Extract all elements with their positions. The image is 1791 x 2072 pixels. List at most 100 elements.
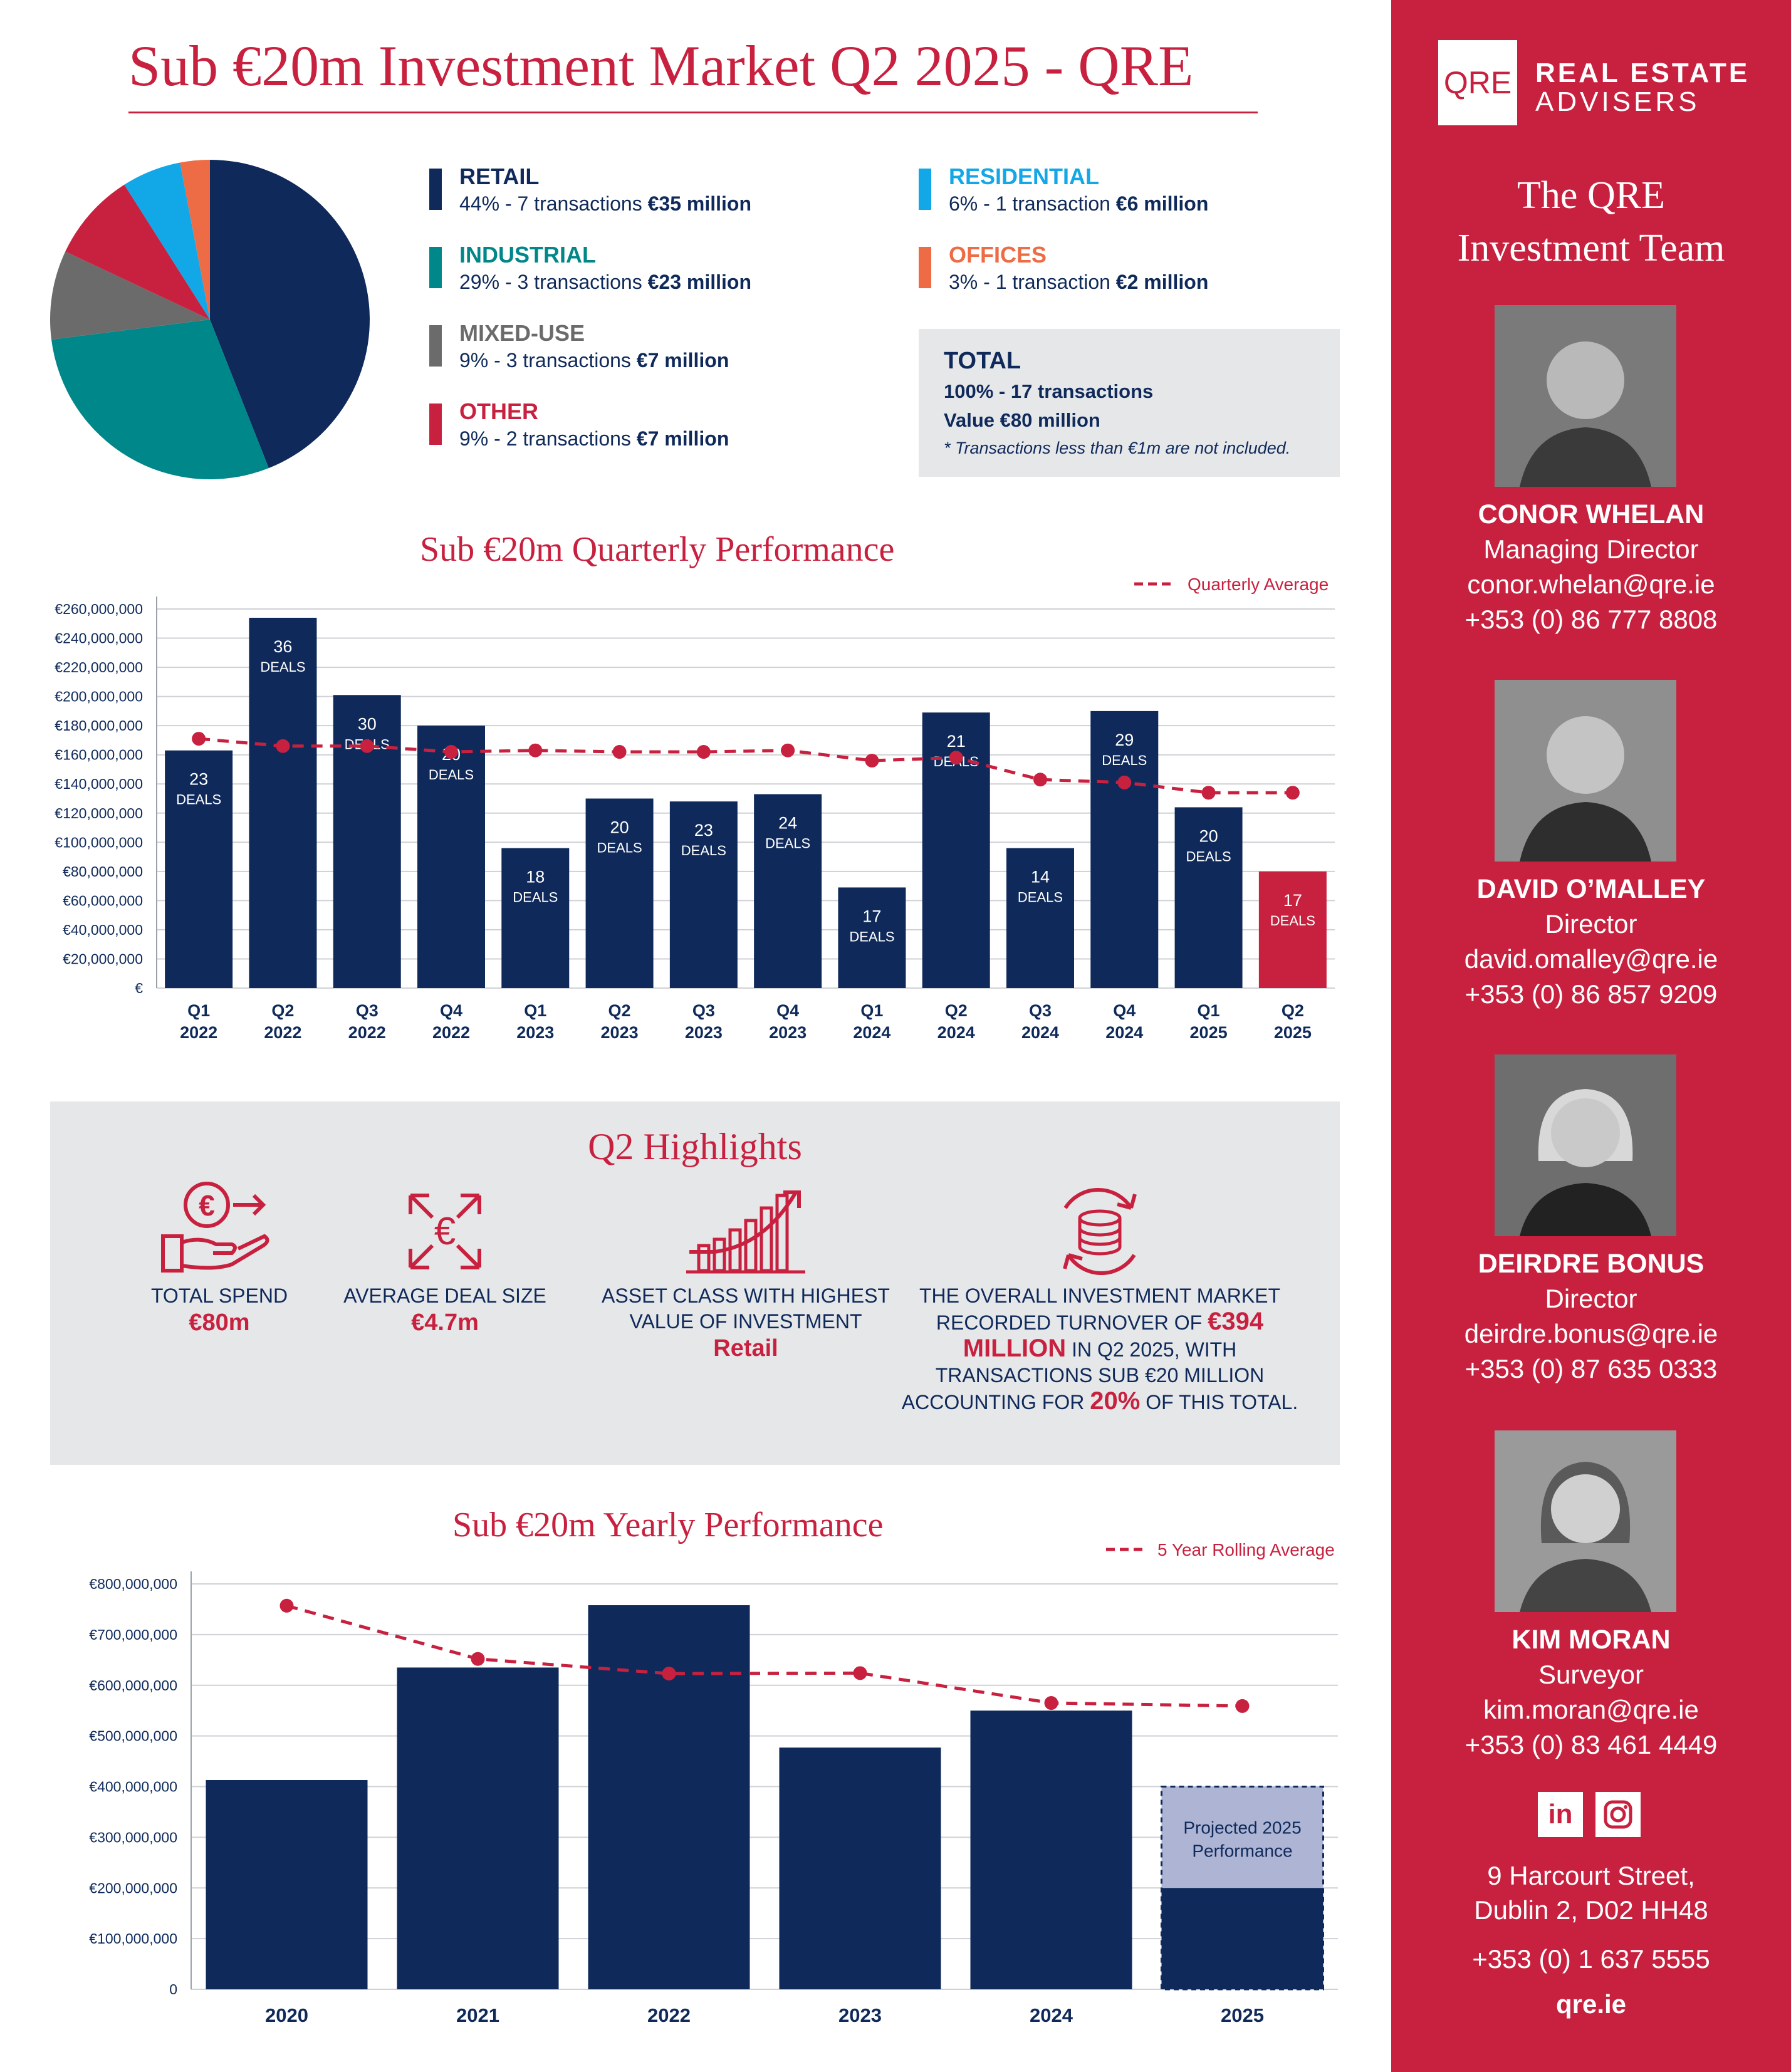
bar-2020 xyxy=(206,1779,368,1989)
member-email-link[interactable]: deirdre.bonus@qre.ie xyxy=(1464,1319,1718,1348)
pie-slice-industrial xyxy=(51,320,269,480)
growth-chart-icon xyxy=(686,1190,805,1274)
bar-q3-2023 xyxy=(669,801,738,988)
legend-swatch xyxy=(429,169,442,210)
deal-suffix-label: DEALS xyxy=(513,890,558,905)
office-phone: +353 (0) 1 637 5555 xyxy=(1472,1944,1710,1974)
member-name: KIM MORAN xyxy=(1512,1625,1671,1655)
instagram-icon[interactable] xyxy=(1595,1792,1641,1837)
deal-suffix-label: DEALS xyxy=(429,767,474,783)
pie-slice-offices xyxy=(180,160,210,320)
deal-count-label: 14 xyxy=(1031,868,1050,887)
average-point xyxy=(1044,1696,1058,1710)
pie-chart xyxy=(50,160,370,480)
expand-euro-icon: € xyxy=(409,1194,481,1269)
highlight-text: RECORDED TURNOVER OF €394 xyxy=(936,1308,1264,1335)
x-tick-label: Q2 xyxy=(1282,1001,1304,1020)
highlight-caption: ASSET CLASS WITH HIGHEST xyxy=(602,1284,890,1307)
highlight-average-deal: € AVERAGE DEAL SIZE €4.7m xyxy=(332,1177,558,1336)
legend-item-offices: OFFICES 3% - 1 transaction €2 million xyxy=(919,238,1326,307)
y-tick-label: €40,000,000 xyxy=(63,922,143,938)
x-tick-label: Q1 xyxy=(860,1001,883,1020)
average-point xyxy=(662,1667,676,1681)
legend-item-industrial: INDUSTRIAL 29% - 3 transactions €23 mill… xyxy=(429,238,868,307)
legend-desc: 9% - 3 transactions €7 million xyxy=(459,349,729,372)
y-tick-label: €160,000,000 xyxy=(55,747,143,763)
member-name: CONOR WHELAN xyxy=(1478,499,1705,529)
y-tick-label: 0 xyxy=(169,1981,177,1997)
deal-suffix-label: DEALS xyxy=(1186,848,1231,864)
member-email-link[interactable]: kim.moran@qre.ie xyxy=(1483,1695,1699,1724)
legend-item-other: OTHER 9% - 2 transactions €7 million xyxy=(429,395,868,464)
member-email-link[interactable]: david.omalley@qre.ie xyxy=(1464,944,1718,974)
member-role: Director xyxy=(1545,909,1637,939)
q2-highlights-panel: Q2 Highlights € TOTAL SPEND €80m € AVERA… xyxy=(50,1101,1340,1465)
x-tick-label: 2021 xyxy=(456,2004,499,2026)
deal-suffix-label: DEALS xyxy=(176,792,221,808)
highlight-caption: VALUE OF INVESTMENT xyxy=(629,1310,862,1333)
projected-label: Performance xyxy=(1192,1841,1292,1861)
x-tick-label: Q2 xyxy=(608,1001,631,1020)
average-point xyxy=(1235,1699,1250,1713)
pie-slice-mixed-use xyxy=(50,251,211,340)
x-tick-label: Q1 xyxy=(1198,1001,1220,1020)
deal-suffix-label: DEALS xyxy=(849,929,894,944)
deal-count-label: 36 xyxy=(273,637,292,656)
x-tick-label: Q1 xyxy=(187,1001,210,1020)
member-email-link[interactable]: conor.whelan@qre.ie xyxy=(1467,570,1715,599)
average-point xyxy=(853,1666,867,1680)
qre-logo: QRE xyxy=(1438,40,1517,125)
bar-2022 xyxy=(588,1605,750,1989)
website-link[interactable]: qre.ie xyxy=(1555,1989,1627,2019)
x-tick-label: 2023 xyxy=(838,2004,882,2026)
x-tick-label: Q3 xyxy=(692,1001,715,1020)
y-tick-label: €100,000,000 xyxy=(55,834,143,850)
average-point xyxy=(612,745,627,759)
deal-count-label: 30 xyxy=(358,714,377,733)
yearly-chart-title: Sub €20m Yearly Performance xyxy=(452,1506,884,1544)
legend-swatch xyxy=(429,247,442,288)
highlight-text: THE OVERALL INVESTMENT MARKET xyxy=(919,1284,1281,1307)
linkedin-icon[interactable]: in xyxy=(1538,1792,1583,1837)
y-tick-label: €200,000,000 xyxy=(89,1880,177,1896)
average-point xyxy=(1201,786,1216,800)
bar-q1-2025 xyxy=(1174,807,1243,988)
x-tick-label: 2022 xyxy=(180,1023,217,1042)
x-tick-label: 2025 xyxy=(1190,1023,1228,1042)
total-transactions: 100% - 17 transactions xyxy=(944,380,1154,402)
bar-q1-2022 xyxy=(165,750,233,988)
legend-desc: 44% - 7 transactions €35 million xyxy=(459,192,751,215)
x-tick-label: Q4 xyxy=(440,1001,462,1020)
x-tick-label: Q2 xyxy=(945,1001,968,1020)
y-tick-label: €600,000,000 xyxy=(89,1677,177,1694)
quarterly-bar-chart: € €20,000,000 €40,000,000 €60,000,000 €80,00… xyxy=(55,575,1335,1042)
x-tick-label: 2025 xyxy=(1221,2004,1264,2026)
average-point xyxy=(949,751,963,765)
average-point xyxy=(696,745,711,759)
legend-swatch xyxy=(429,325,442,367)
y-tick-label: €20,000,000 xyxy=(63,950,143,967)
member-phone: +353 (0) 86 857 9209 xyxy=(1465,979,1718,1009)
legend-desc: 6% - 1 transaction €6 million xyxy=(949,192,1209,215)
average-point xyxy=(528,743,543,757)
legend-name: OFFICES xyxy=(949,242,1047,268)
bar-q3-2024 xyxy=(1006,848,1074,988)
svg-text:€: € xyxy=(434,1210,456,1253)
legend-name: RESIDENTIAL xyxy=(949,164,1100,189)
x-tick-label: 2024 xyxy=(1021,1023,1059,1042)
projected-label: Projected 2025 xyxy=(1183,1818,1301,1838)
legend-swatch xyxy=(429,403,442,445)
legend-name: OTHER xyxy=(459,398,538,424)
average-point xyxy=(1033,773,1047,787)
bar-q4-2024 xyxy=(1090,711,1159,988)
x-tick-label: 2022 xyxy=(432,1023,470,1042)
y-tick-label: €400,000,000 xyxy=(89,1779,177,1795)
x-tick-label: Q3 xyxy=(356,1001,379,1020)
legend-desc: 3% - 1 transaction €2 million xyxy=(949,271,1209,293)
average-point xyxy=(1285,786,1300,800)
average-point xyxy=(276,739,290,753)
highlight-value: Retail xyxy=(713,1335,778,1361)
x-tick-label: 2023 xyxy=(516,1023,554,1042)
deal-suffix-label: DEALS xyxy=(765,836,810,851)
y-tick-label: €180,000,000 xyxy=(55,717,143,734)
